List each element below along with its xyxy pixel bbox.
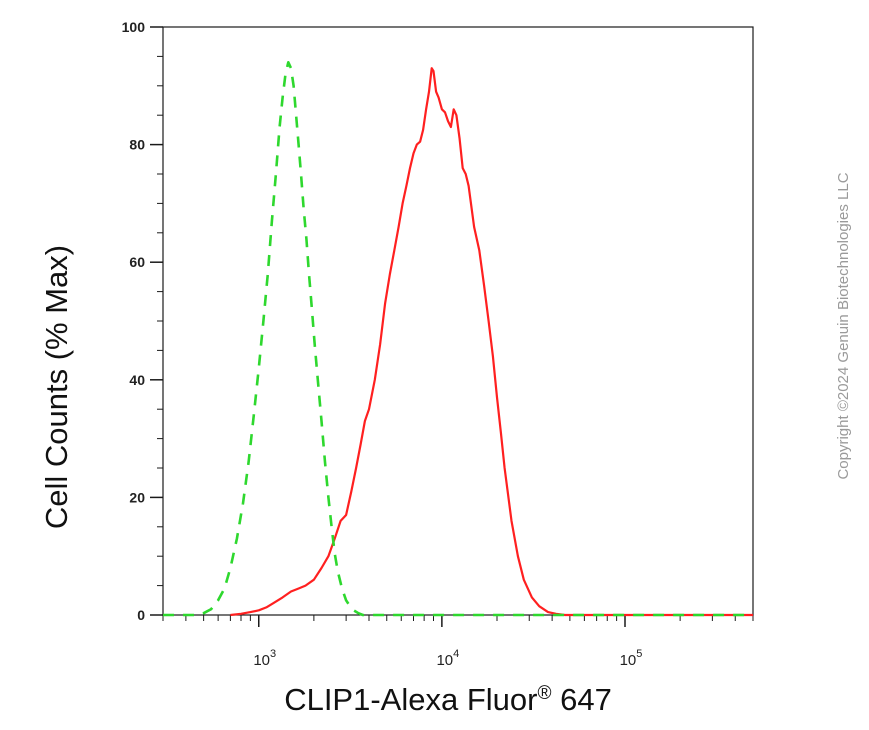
sample-histogram-line: [230, 67, 753, 617]
control-histogram-line: [163, 60, 753, 617]
plot-border: [162, 26, 754, 616]
x-axis-title-suffix: 647: [551, 682, 611, 717]
y-tick-label: 100: [122, 19, 146, 35]
x-axis-title-main: CLIP1-Alexa Fluor: [284, 682, 537, 717]
y-tick-label: 40: [129, 372, 145, 388]
copyright-notice: Copyright ©2024 Genuin Biotechnologies L…: [835, 172, 852, 479]
x-tick-label: 104: [436, 648, 459, 669]
y-axis-title: Cell Counts (% Max): [39, 245, 74, 529]
y-axis: 0 20 40 60 80 100: [122, 19, 163, 623]
x-axis: 103 104 105: [162, 615, 754, 669]
y-tick-label: 0: [137, 607, 145, 623]
series-layer: [163, 60, 753, 617]
plot-frame: [162, 26, 754, 616]
x-tick-label: 105: [620, 648, 643, 669]
y-tick-label: 60: [129, 254, 145, 270]
x-axis-title: CLIP1-Alexa Fluor® 647: [284, 682, 612, 717]
x-tick-label: 103: [253, 648, 276, 669]
x-axis-title-registered-mark: ®: [537, 683, 551, 704]
y-tick-label: 20: [129, 489, 145, 505]
y-tick-label: 80: [129, 137, 145, 153]
